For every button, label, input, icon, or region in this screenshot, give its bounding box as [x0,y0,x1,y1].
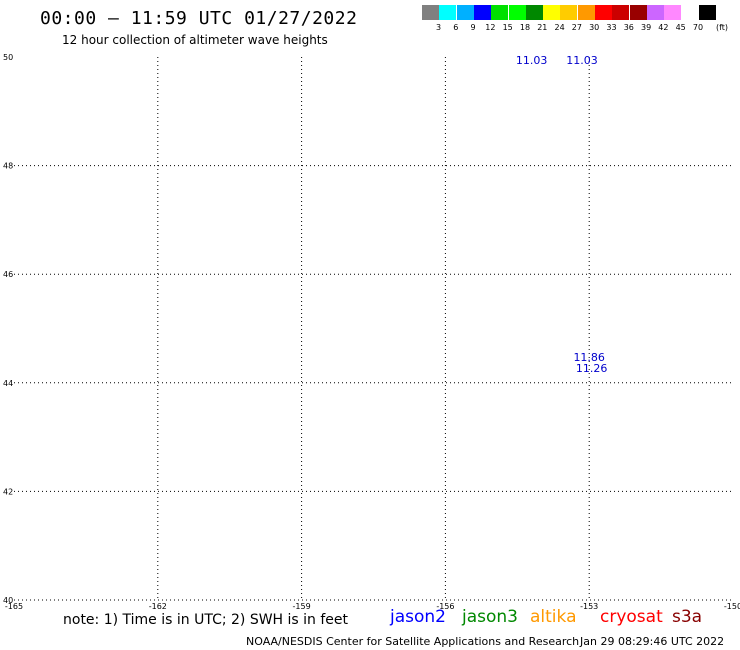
legend-label: 39 [641,23,652,32]
legend-label: 70 [692,23,704,32]
y-tick-label: 48 [3,162,13,171]
y-tick-label: 50 [3,53,13,62]
satellite-label-jason2: jason2 [390,607,446,627]
legend-label: 21 [537,23,548,32]
x-tick-label: -165 [5,602,23,611]
legend-unit: (ft) [716,23,729,32]
x-tick-label: -153 [580,602,598,611]
legend-swatch [629,5,647,20]
legend-swatch [422,5,439,20]
wave-height-value: 11.26 [576,362,608,375]
legend-swatch [646,5,664,20]
legend-swatch [577,5,595,20]
satellite-label-cryosat: cryosat [600,607,663,627]
legend-swatch [698,5,716,20]
legend-label: 15 [502,23,513,32]
legend-swatch [681,5,699,20]
legend-swatch [473,5,491,20]
legend-swatch [595,5,612,20]
footer-note: note: 1) Time is in UTC; 2) SWH is in fe… [63,612,349,628]
y-tick-label: 44 [3,379,13,388]
legend-label: 12 [485,23,496,32]
x-tick-label: -156 [436,602,454,611]
legend-label: 18 [519,23,531,32]
satellite-label-s3a: s3a [672,607,703,627]
credit-text: NOAA/NESDIS Center for Satellite Applica… [246,635,580,648]
x-tick-label: -150 [724,602,740,611]
y-tick-label: 40 [3,596,13,605]
wave-height-value: 11.03 [516,54,548,67]
legend-label: 33 [606,23,617,32]
map-subtitle: 12 hour collection of altimeter wave hei… [62,33,328,47]
legend-label: 42 [658,23,669,32]
satellite-label-altika: altika [530,607,577,627]
legend-swatch [543,5,561,20]
map-title: 00:00 – 11:59 UTC 01/27/2022 [40,8,358,29]
y-tick-label: 46 [3,270,13,279]
x-tick-label: -159 [293,602,311,611]
legend-swatch [491,5,509,20]
generated-timestamp: Jan 29 08:29:46 UTC 2022 [580,635,725,648]
legend-swatch [508,5,526,20]
legend-label: 3 [435,23,442,32]
legend-swatch [560,5,578,20]
satellite-label-jason3: jason3 [462,607,518,627]
legend-label: 6 [453,23,459,32]
legend-label: 24 [554,23,565,32]
legend-swatch [664,5,682,20]
legend-swatch [525,5,543,20]
y-tick-label: 42 [3,487,13,496]
wave-height-value: 11.03 [566,54,598,67]
legend-swatch [612,5,630,20]
wave-height-value: 11.86 [573,351,605,364]
x-tick-label: -162 [149,602,167,611]
legend-label: 9 [470,23,476,32]
legend-swatch [439,5,457,20]
legend-label: 30 [589,23,600,32]
legend-label: 27 [571,23,582,32]
legend-swatch [456,5,474,20]
legend-label: 36 [623,23,634,32]
legend-label: 45 [675,23,686,32]
